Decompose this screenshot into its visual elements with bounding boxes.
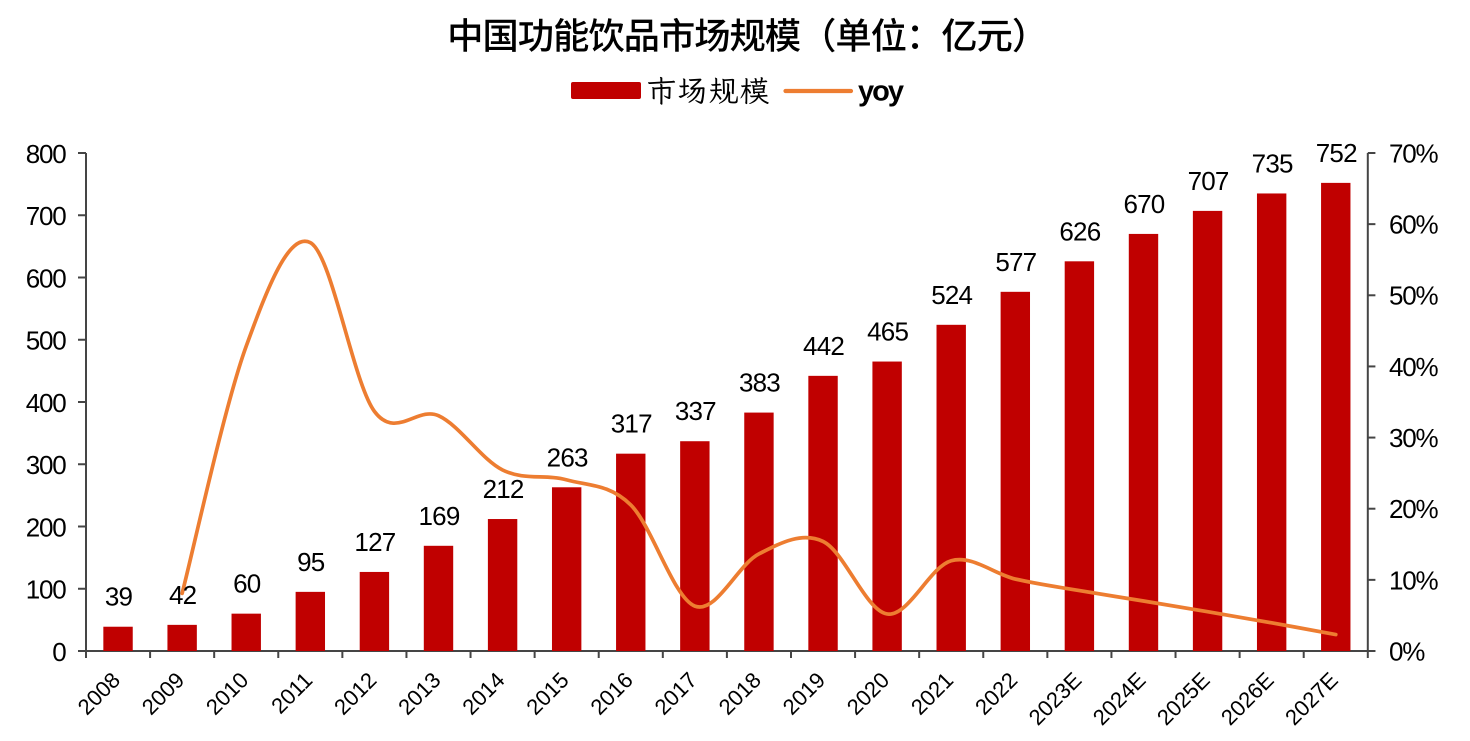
svg-text:317: 317: [611, 409, 652, 439]
svg-text:735: 735: [1252, 148, 1293, 178]
svg-text:70%: 70%: [1389, 138, 1439, 168]
svg-text:707: 707: [1188, 166, 1229, 196]
svg-text:50%: 50%: [1389, 281, 1439, 311]
svg-text:127: 127: [354, 527, 395, 557]
svg-text:20%: 20%: [1389, 494, 1439, 524]
svg-text:465: 465: [867, 317, 908, 347]
svg-text:752: 752: [1316, 138, 1357, 168]
svg-text:200: 200: [26, 512, 67, 542]
svg-text:30%: 30%: [1389, 423, 1439, 453]
svg-text:40%: 40%: [1389, 352, 1439, 382]
svg-text:700: 700: [26, 201, 67, 231]
svg-text:800: 800: [26, 139, 67, 169]
svg-text:600: 600: [26, 263, 67, 293]
svg-text:0%: 0%: [1389, 636, 1425, 666]
svg-text:383: 383: [739, 368, 780, 398]
svg-text:42: 42: [169, 580, 197, 610]
svg-text:169: 169: [419, 501, 460, 531]
svg-text:263: 263: [547, 442, 588, 472]
svg-text:670: 670: [1123, 189, 1164, 219]
svg-text:10%: 10%: [1389, 565, 1439, 595]
svg-text:212: 212: [483, 474, 524, 504]
svg-text:95: 95: [297, 547, 325, 577]
svg-text:524: 524: [931, 280, 972, 310]
svg-text:100: 100: [26, 575, 67, 605]
svg-text:60: 60: [233, 569, 261, 599]
svg-text:442: 442: [803, 331, 844, 361]
svg-text:yoy: yoy: [858, 76, 904, 108]
svg-text:400: 400: [26, 388, 67, 418]
svg-text:39: 39: [105, 582, 133, 612]
svg-text:500: 500: [26, 326, 67, 356]
svg-text:300: 300: [26, 450, 67, 480]
svg-text:60%: 60%: [1389, 210, 1439, 240]
svg-text:337: 337: [675, 396, 716, 426]
svg-text:0: 0: [52, 637, 66, 667]
svg-text:626: 626: [1059, 216, 1100, 246]
svg-text:577: 577: [995, 247, 1036, 277]
